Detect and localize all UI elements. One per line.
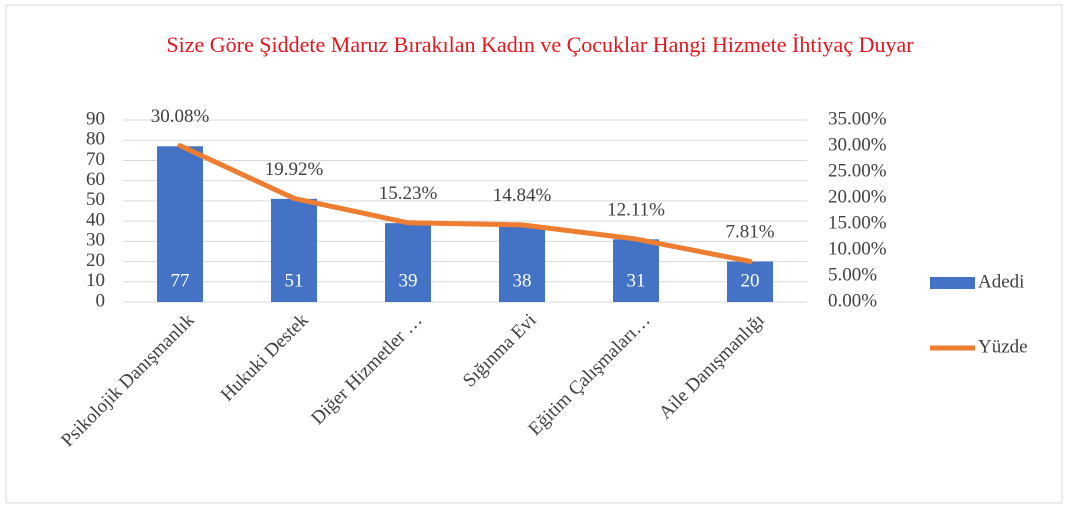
bar-value-label: 31 xyxy=(627,270,646,291)
x-tick-label: Diğer Hizmetler … xyxy=(307,310,426,429)
bar xyxy=(157,146,203,302)
x-tick-label: Aile Danışmanlığı xyxy=(655,310,769,424)
y-tick-label: 0 xyxy=(96,290,106,311)
bar xyxy=(271,198,317,302)
line-value-label: 15.23% xyxy=(379,183,438,204)
bar xyxy=(385,223,431,302)
bar xyxy=(727,261,773,302)
y-tick-label: 50 xyxy=(86,189,105,210)
legend-label: Adedi xyxy=(978,271,1024,292)
x-tick-label: Hukuki Destek xyxy=(217,309,313,405)
x-tick-label: Psikolojik Danışmanlık xyxy=(57,309,199,451)
y2-tick-label: 30.00% xyxy=(828,134,887,155)
legend-label: Yüzde xyxy=(978,336,1028,357)
y-tick-label: 10 xyxy=(86,270,105,291)
y-tick-label: 40 xyxy=(86,209,105,230)
y2-tick-label: 25.00% xyxy=(828,160,887,181)
y-tick-label: 30 xyxy=(86,230,105,251)
line-value-label: 14.84% xyxy=(493,185,552,206)
chart-border xyxy=(5,4,1063,504)
bar xyxy=(499,225,545,302)
y2-tick-label: 20.00% xyxy=(828,186,887,207)
x-tick-label: Sığınma Evi xyxy=(459,310,541,392)
bar-value-label: 51 xyxy=(285,270,304,291)
bar-value-label: 77 xyxy=(171,270,190,291)
bar-value-label: 39 xyxy=(399,270,418,291)
y2-tick-label: 10.00% xyxy=(828,238,887,259)
y2-tick-label: 35.00% xyxy=(828,108,887,129)
line xyxy=(177,143,753,264)
y-tick-label: 70 xyxy=(86,149,105,170)
line-value-label: 30.08% xyxy=(151,106,210,127)
chart-title: Size Göre Şiddete Maruz Bırakılan Kadın … xyxy=(166,32,914,57)
y-tick-label: 20 xyxy=(86,250,105,271)
y2-tick-label: 0.00% xyxy=(828,290,877,311)
line-value-label: 12.11% xyxy=(607,199,665,220)
y-tick-label: 90 xyxy=(86,108,105,129)
legend-swatch xyxy=(930,277,975,289)
line-value-label: 19.92% xyxy=(265,159,324,180)
bar-value-label: 20 xyxy=(741,270,760,291)
bar xyxy=(613,239,659,302)
bar-value-label: 38 xyxy=(513,270,532,291)
y-tick-label: 80 xyxy=(86,129,105,150)
line-value-label: 7.81% xyxy=(725,222,774,243)
x-tick-label: Eğitim Çalışmaları… xyxy=(524,310,654,440)
y-tick-label: 60 xyxy=(86,169,105,190)
y2-tick-label: 15.00% xyxy=(828,212,887,233)
y2-tick-label: 5.00% xyxy=(828,264,877,285)
